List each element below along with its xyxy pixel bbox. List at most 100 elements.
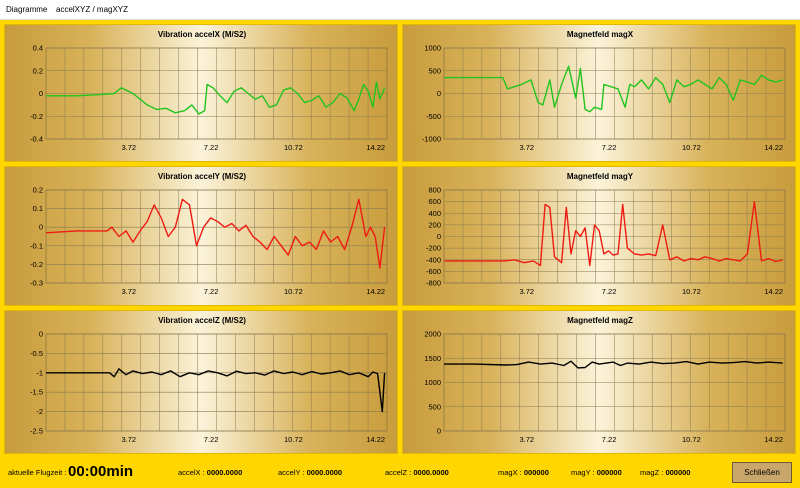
x-tick-label: 7.22 (602, 143, 617, 152)
chart-accelZ: Vibration accelZ (M/S2) 0 -0.5 -1 -1.5 -2 -2.5… (30, 316, 388, 444)
x-tick-label: 10.72 (284, 287, 303, 296)
chart-title: Vibration accelZ (M/S2) (158, 316, 246, 325)
chart-panel-magZ: Magnetfeld magZ 2000 1500 1000 500 0 3.72 7.22 1… (402, 310, 796, 454)
y-tick-label: 0.2 (33, 186, 43, 195)
series-line-magX (444, 65, 783, 113)
accelX-readout: accelX : 0000.0000 (178, 468, 242, 477)
x-tick-label: 14.22 (366, 435, 385, 444)
y-tick-label: -0.4 (30, 135, 43, 144)
status-bar: aktuelle Flugzeit : 00:00min accelX : 00… (0, 458, 800, 488)
y-tick-label: 500 (428, 402, 441, 411)
y-tick-label: 0.2 (33, 66, 43, 75)
window-title-sub: accelXYZ / magXYZ (56, 5, 129, 14)
accelY-value: 0000.0000 (306, 468, 343, 477)
close-button[interactable]: Schließen (732, 462, 792, 483)
y-tick-label: -1000 (422, 135, 441, 144)
y-tick-label: 1000 (424, 44, 441, 53)
accelX-value: 0000.0000 (206, 468, 243, 477)
x-tick-label: 3.72 (519, 143, 534, 152)
magX-label: magX : (498, 468, 522, 477)
accelZ-value: 0000.0000 (413, 468, 449, 477)
x-tick-label: 14.22 (366, 287, 385, 296)
magY-readout: magY : 000000 (571, 468, 622, 477)
x-tick-label: 7.22 (204, 287, 219, 296)
y-tick-label: -0.2 (30, 260, 43, 269)
magY-label: magY : (571, 468, 595, 477)
x-tick-label: 7.22 (602, 287, 617, 296)
y-tick-label: 1500 (424, 354, 441, 363)
y-tick-label: -0.2 (30, 112, 43, 121)
y-tick-label: 1000 (424, 378, 441, 387)
magZ-label: magZ : (640, 468, 664, 477)
magX-value: 000000 (523, 468, 549, 477)
chart-title: Magnetfeld magZ (567, 316, 633, 325)
y-tick-label: 200 (428, 220, 441, 229)
accelY-readout: accelY : 0000.0000 (278, 468, 342, 477)
y-tick-label: -0.3 (30, 279, 43, 288)
y-tick-label: -2.5 (30, 427, 43, 436)
y-tick-label: -1.5 (30, 388, 43, 397)
x-tick-label: 14.22 (764, 435, 783, 444)
accelZ-readout: accelZ : 0000.0000 (385, 468, 449, 477)
y-tick-label: 0 (437, 232, 441, 241)
series-line-magY (444, 200, 783, 267)
y-tick-label: 400 (428, 209, 441, 218)
y-tick-label: -800 (426, 279, 441, 288)
y-tick-label: -200 (426, 244, 441, 253)
chart-title: Vibration accelY (M/S2) (158, 172, 247, 181)
y-tick-label: 500 (428, 66, 441, 75)
x-tick-label: 7.22 (204, 143, 219, 152)
magZ-value: 000000 (665, 468, 691, 477)
x-tick-label: 7.22 (602, 435, 617, 444)
chart-panel-magY: Magnetfeld magY 800 600 400 200 0 -200 -400 -600… (402, 166, 796, 306)
y-tick-label: -0.5 (30, 349, 43, 358)
y-tick-label: 0 (437, 89, 441, 98)
chart-title: Vibration accelX (M/S2) (158, 30, 247, 39)
flugzeit-value: 00:00min (68, 463, 134, 480)
x-tick-label: 10.72 (284, 435, 303, 444)
chart-panel-accelX: Vibration accelX (M/S2) 0.4 0.2 0 -0.2 -0.4 3.… (4, 24, 398, 162)
x-tick-label: 10.72 (682, 435, 701, 444)
title-bar: Diagramme accelXYZ / magXYZ (0, 0, 800, 20)
chart-accelY: Vibration accelY (M/S2) 0.2 0.1 0 -0.1 -0.2 -0… (30, 172, 388, 296)
x-tick-label: 3.72 (121, 143, 136, 152)
chart-magY: Magnetfeld magY 800 600 400 200 0 -200 -400 -600… (426, 172, 786, 296)
flugzeit-label: aktuelle Flugzeit : (8, 468, 67, 477)
chart-panel-magX: Magnetfeld magX 1000 500 0 -500 -1000 3.72 7.22… (402, 24, 796, 162)
series-line-accelY (45, 198, 386, 269)
y-tick-label: 0 (39, 330, 43, 339)
x-tick-label: 3.72 (121, 435, 136, 444)
y-tick-label: 600 (428, 197, 441, 206)
x-tick-label: 3.72 (121, 287, 136, 296)
series-line-accelX (46, 81, 386, 115)
x-tick-label: 14.22 (764, 143, 783, 152)
series-line-accelZ (46, 368, 386, 413)
chart-panel-accelZ: Vibration accelZ (M/S2) 0 -0.5 -1 -1.5 -2 -2.5… (4, 310, 398, 454)
y-tick-label: 0 (437, 427, 441, 436)
y-tick-label: 0 (39, 223, 43, 232)
y-tick-label: -0.1 (30, 241, 43, 250)
y-tick-label: 2000 (424, 330, 441, 339)
y-tick-label: 800 (428, 186, 441, 195)
y-tick-label: 0.4 (33, 44, 43, 53)
magZ-readout: magZ : 000000 (640, 468, 690, 477)
y-tick-label: -600 (426, 267, 441, 276)
accelY-label: accelY : (278, 468, 305, 477)
window-title-main: Diagramme (6, 5, 48, 14)
x-tick-label: 3.72 (519, 287, 534, 296)
chart-magX: Magnetfeld magX 1000 500 0 -500 -1000 3.72 7.22… (422, 30, 786, 152)
x-tick-label: 10.72 (284, 143, 303, 152)
x-tick-label: 10.72 (682, 143, 701, 152)
y-tick-label: 0 (39, 89, 43, 98)
y-tick-label: 0.1 (33, 204, 43, 213)
chart-title: Magnetfeld magX (567, 30, 634, 39)
chart-panel-accelY: Vibration accelY (M/S2) 0.2 0.1 0 -0.1 -0.2 -0… (4, 166, 398, 306)
y-tick-label: -500 (426, 112, 441, 121)
accelX-label: accelX : (178, 468, 205, 477)
series-line-magZ (444, 360, 783, 369)
y-tick-label: -400 (426, 255, 441, 264)
magX-readout: magX : 000000 (498, 468, 549, 477)
y-tick-label: -1 (36, 368, 43, 377)
x-tick-label: 10.72 (682, 287, 701, 296)
accelZ-label: accelZ : (385, 468, 412, 477)
